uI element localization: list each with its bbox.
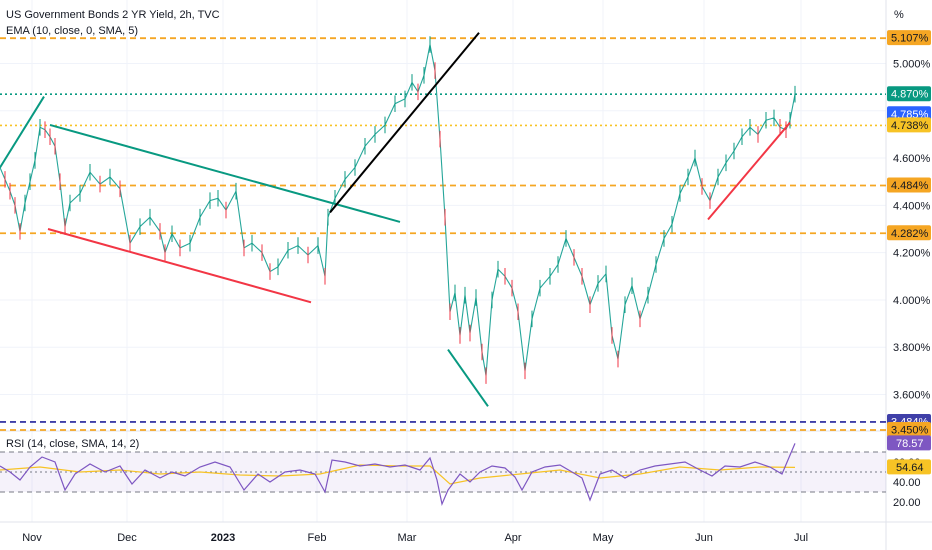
- time-tick-label: Mar: [398, 532, 417, 544]
- price-badge-label: 4.282%: [891, 228, 929, 240]
- trendline[interactable]: [47, 228, 312, 304]
- price-badge: [887, 177, 931, 193]
- rsi-badge: [887, 435, 931, 451]
- price-tick-label: 3.800%: [893, 342, 931, 354]
- unit-label: %: [894, 9, 904, 21]
- time-tick-label: Nov: [22, 532, 42, 544]
- time-tick-label: 2023: [211, 532, 235, 544]
- trendlines[interactable]: [0, 32, 791, 407]
- price-badge-label: 4.484%: [891, 180, 929, 192]
- price-badge-label: 4.738%: [891, 120, 929, 132]
- price-badge: [887, 117, 931, 133]
- time-tick-label: Dec: [117, 532, 137, 544]
- trendline[interactable]: [707, 121, 791, 221]
- rsi-pane: [0, 443, 886, 506]
- trendline[interactable]: [447, 349, 489, 407]
- rsi-badge-label: 54.64: [896, 462, 924, 474]
- trendline[interactable]: [49, 123, 401, 223]
- price-badges: 5.107%4.870%4.785%4.738%4.484%4.282%3.48…: [887, 30, 931, 475]
- trendline[interactable]: [329, 32, 480, 214]
- ema-legend[interactable]: EMA (10, close, 0, SMA, 5): [6, 25, 138, 37]
- price-badge-label: 3.450%: [891, 425, 929, 437]
- rsi-ma-line: [0, 464, 796, 485]
- price-badge: [887, 422, 931, 437]
- price-tick-label: 4.000%: [893, 295, 931, 307]
- rsi-legend[interactable]: RSI (14, close, SMA, 14, 2): [6, 438, 139, 450]
- rsi-tick-label: 20.00: [893, 497, 921, 509]
- price-tick-label: 5.000%: [893, 58, 931, 70]
- trendline[interactable]: [0, 96, 45, 169]
- grid: [0, 0, 886, 522]
- rsi-band: [0, 452, 886, 492]
- price-tick-label: 4.400%: [893, 200, 931, 212]
- price-tick-label: 4.600%: [893, 153, 931, 165]
- time-tick-label: Jun: [695, 532, 713, 544]
- price-badge: [887, 30, 931, 46]
- time-axis[interactable]: Nov Dec 2023 Feb Mar Apr May Jun Jul: [22, 532, 808, 544]
- time-tick-label: Apr: [504, 532, 521, 544]
- rsi-badge-label: 78.57: [896, 438, 924, 450]
- price-tick-label: 3.600%: [893, 390, 931, 402]
- rsi-tick-label: 40.00: [893, 477, 921, 489]
- price-tick-label: 4.200%: [893, 248, 931, 260]
- chart-title: US Government Bonds 2 YR Yield, 2h, TVC: [6, 9, 220, 21]
- time-tick-label: Feb: [308, 532, 327, 544]
- rsi-line: [0, 443, 796, 506]
- rsi-badge: [887, 459, 931, 475]
- price-badge: [887, 225, 931, 241]
- price-badge-label: 4.870%: [891, 89, 929, 101]
- price-badge-label: 5.107%: [891, 33, 929, 45]
- price-badge: [887, 86, 931, 102]
- time-tick-label: May: [593, 532, 614, 544]
- time-tick-label: Jul: [794, 532, 808, 544]
- price-plot: [0, 36, 796, 384]
